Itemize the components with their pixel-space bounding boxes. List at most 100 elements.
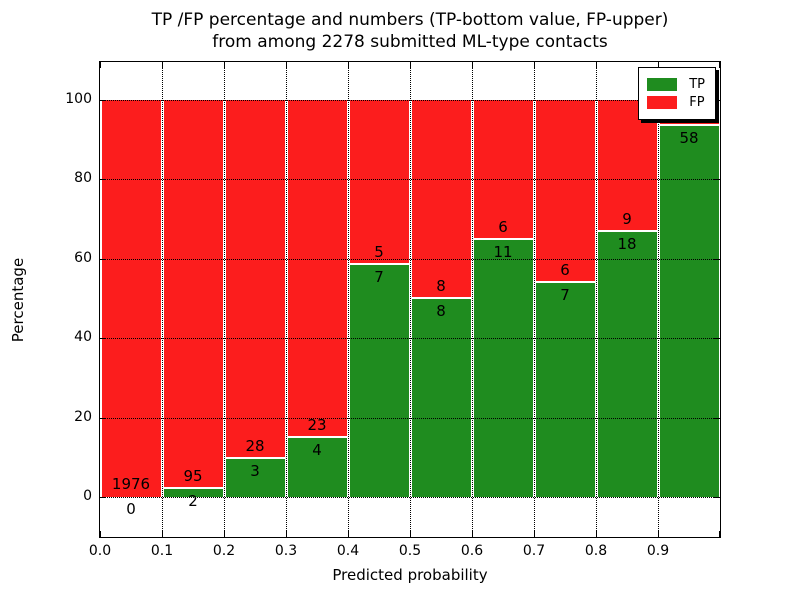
y-tick [100,258,106,260]
y-tick-right [714,417,720,419]
x-tick-top [658,62,659,68]
tp-bar [659,125,719,497]
x-tick-label: 0.4 [336,543,360,559]
v-gridline-dots [409,62,411,537]
x-tick [348,531,349,537]
v-gridline [656,62,660,537]
x-tick [719,531,720,537]
fp-bar [163,100,223,487]
v-gridline-dots [533,62,535,537]
y-tick [100,497,106,498]
tp-count-label: 3 [250,461,260,480]
x-tick [162,531,163,537]
y-tick-label: 100 [65,91,92,107]
tp-bar [411,298,471,497]
chart-title-line2: from among 2278 submitted ML-type contac… [212,32,608,52]
h-gridline [100,497,720,498]
x-tick-label: 0.2 [212,543,236,559]
v-gridline [532,62,536,537]
tp-count-label: 7 [374,268,384,287]
fp-bar [411,100,471,297]
x-tick-label: 0.1 [150,543,174,559]
tp-count-label: 11 [493,243,513,262]
y-tick-right [714,258,720,260]
x-tick-top [719,62,720,68]
tp-bar [225,458,285,497]
v-gridline [284,62,288,537]
fp-bar [101,100,161,497]
x-tick-top [286,62,287,68]
x-tick [224,531,225,537]
tp-count-label: 7 [560,286,570,305]
fp-count-label: 28 [245,436,265,455]
x-tick [596,531,597,537]
legend-item-fp: FP [647,95,705,110]
x-tick-label: 0.0 [88,543,112,559]
v-gridline-dots [347,62,349,537]
y-tick-label: 0 [83,488,92,504]
legend-item-tp: TP [647,77,705,92]
fp-count-label: 5 [374,243,384,262]
v-gridline-dots [285,62,287,537]
tp-count-label: 18 [617,235,637,254]
y-tick-right [714,100,720,101]
x-tick-top [410,62,411,68]
y-tick-label: 80 [74,170,92,187]
fp-bar [349,100,409,264]
x-tick-top [596,62,597,68]
fp-bar [597,100,657,231]
h-gridline [100,100,720,101]
y-tick [100,338,106,340]
tp-bar [287,438,347,497]
y-tick [100,100,106,101]
h-gridline [100,179,720,181]
y-tick [100,179,106,181]
h-gridline [100,417,720,419]
x-tick-label: 0.8 [584,543,608,559]
y-axis-label: Percentage [9,257,27,343]
x-tick-top [162,62,163,68]
x-tick [534,531,535,537]
x-tick [100,531,101,537]
x-tick-label: 0.5 [398,543,422,559]
tp-count-label: 2 [188,491,198,510]
x-tick-top [224,62,225,68]
v-gridline [408,62,412,537]
v-gridline [470,62,474,537]
fp-count-label: 23 [307,416,327,435]
legend-label-fp: FP [689,95,705,110]
tp-bar [349,265,409,497]
y-tick-right [714,338,720,340]
v-gridline-dots [161,62,163,537]
legend-swatch-tp [647,78,678,91]
tp-bar [535,283,595,497]
v-gridline-dots [471,62,473,537]
x-tick-label: 0.9 [646,543,670,559]
v-gridline [594,62,598,537]
fp-count-label: 1976 [111,475,151,493]
v-gridline-dots [223,62,225,537]
x-tick-top [472,62,473,68]
x-axis-label: Predicted probability [332,566,488,584]
y-tick-right [714,179,720,181]
tp-bar [163,488,223,497]
x-tick [658,531,659,537]
tp-count-label: 8 [436,301,446,320]
fp-count-label: 95 [183,466,203,485]
legend-box: TP FP [638,67,716,120]
y-tick-label: 20 [74,408,92,425]
tp-count-label: 58 [679,128,699,147]
x-tick-label: 0.3 [274,543,298,559]
fp-bar [287,100,347,437]
x-tick-label: 0.7 [522,543,546,559]
fp-bar [535,100,595,282]
tp-bar [473,240,533,497]
x-tick-label: 0.6 [460,543,484,559]
legend-label-tp: TP [689,77,705,92]
tp-count-label: 4 [312,441,322,460]
x-tick-top [534,62,535,68]
fp-count-label: 9 [622,210,632,229]
y-tick-label: 60 [74,249,92,266]
